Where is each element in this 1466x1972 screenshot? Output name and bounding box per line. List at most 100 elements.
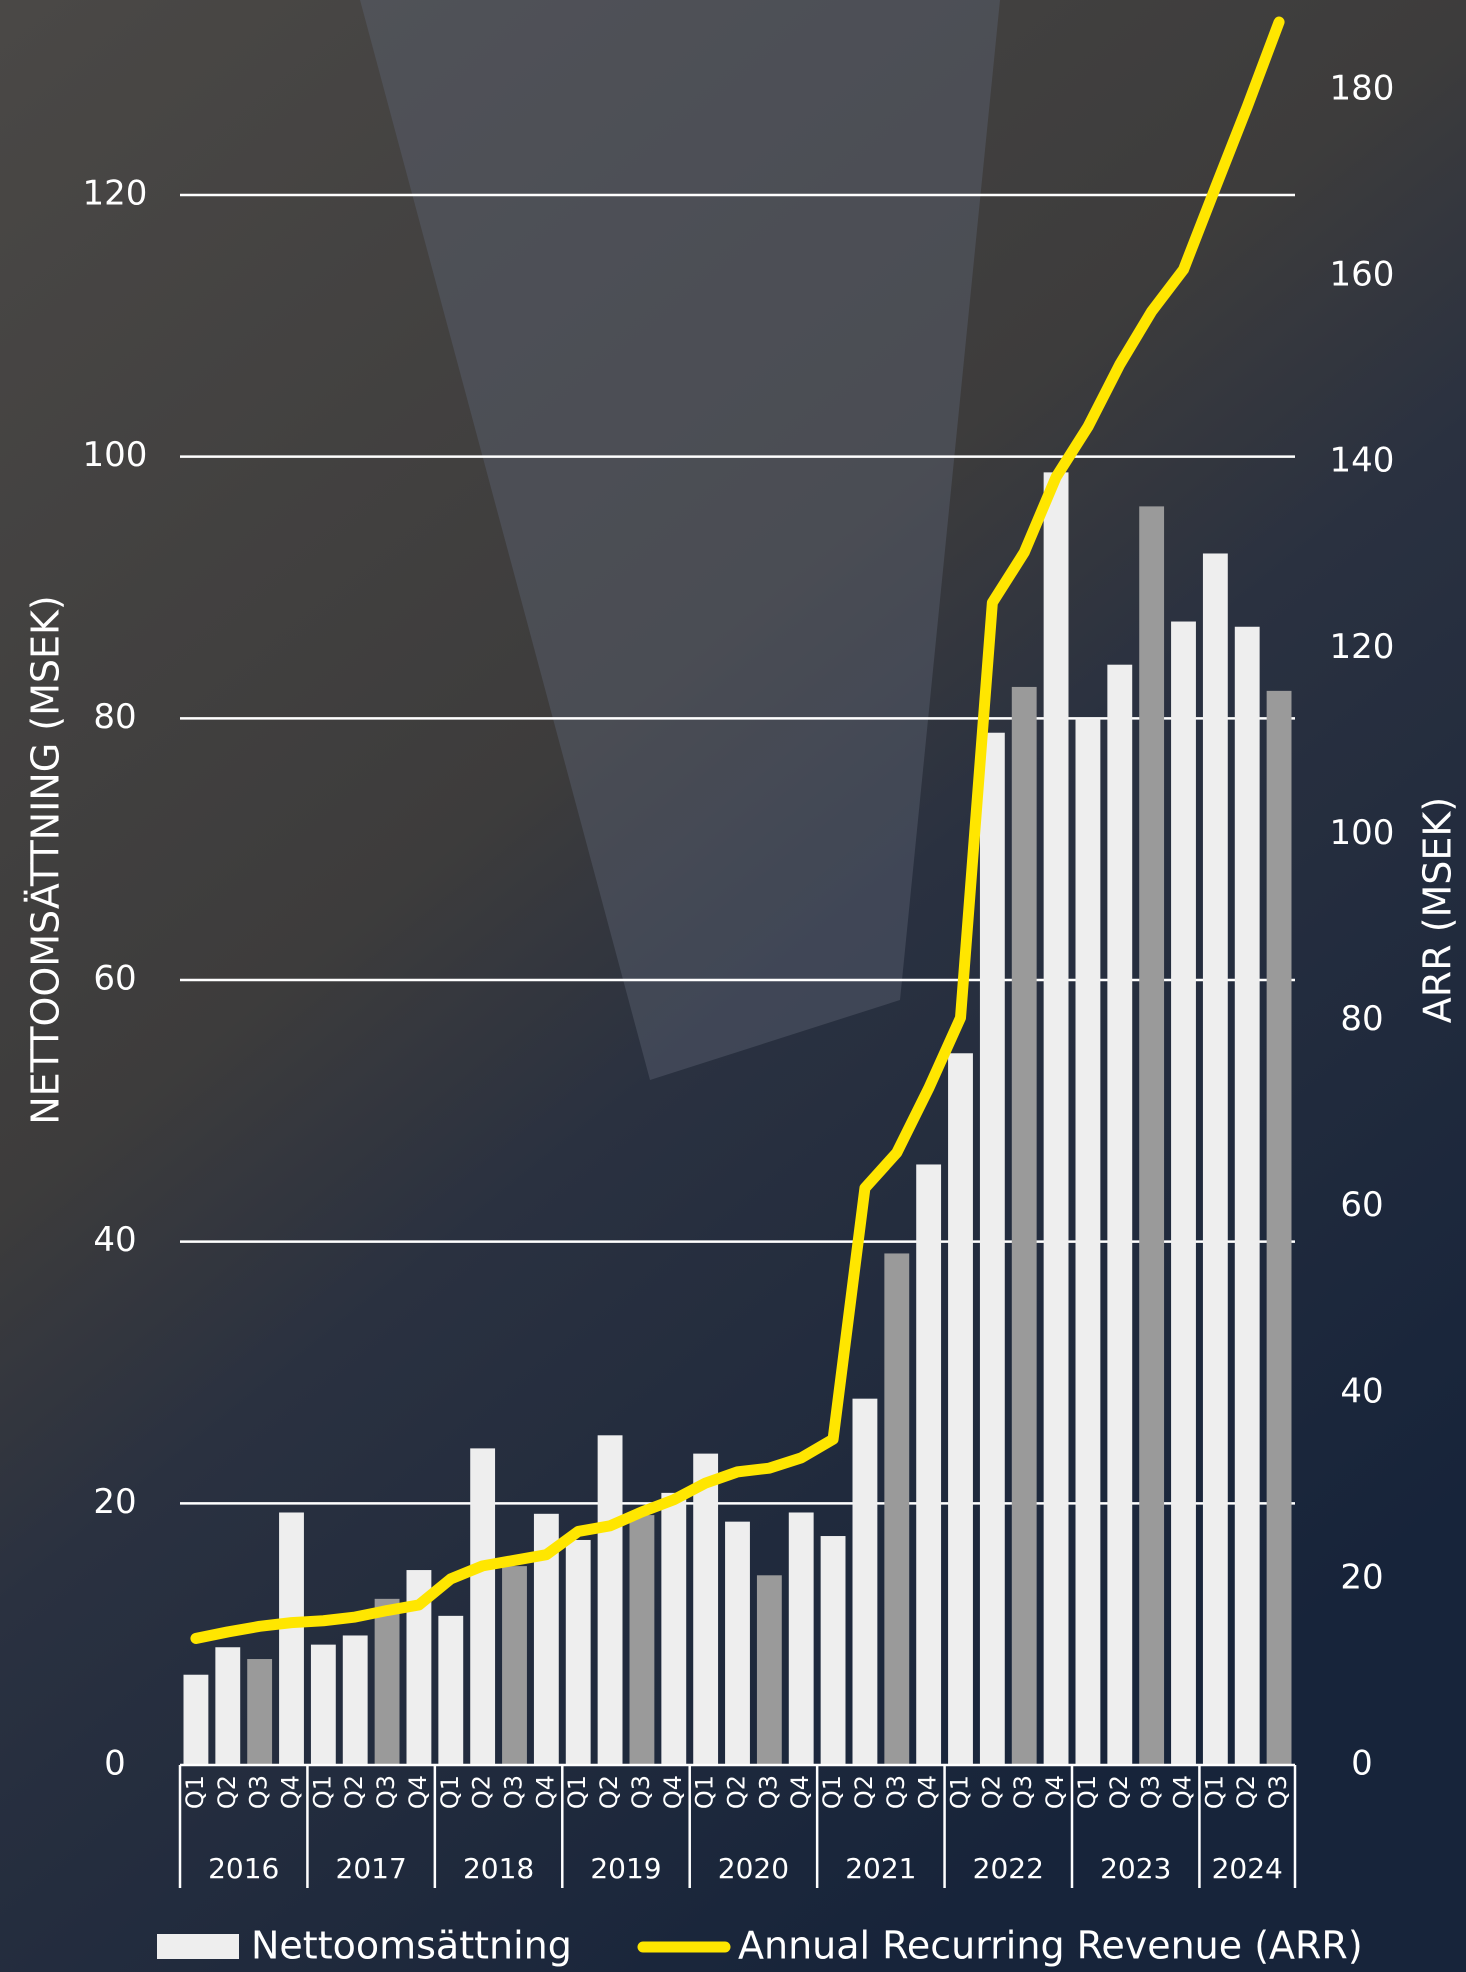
- bar: [342, 1635, 368, 1765]
- x-tick-label: Q4: [914, 1775, 942, 1809]
- y2-tick-label: 180: [1330, 69, 1395, 109]
- x-tick-label: Q1: [181, 1775, 209, 1809]
- bar: [1043, 472, 1069, 1765]
- bar: [725, 1521, 750, 1765]
- x-group-label: 2021: [845, 1852, 916, 1885]
- y2-tick-label: 0: [1351, 1744, 1373, 1784]
- x-tick-label: Q2: [1232, 1775, 1260, 1809]
- bar: [247, 1659, 273, 1765]
- x-group-label: 2022: [973, 1852, 1044, 1885]
- y-tick-label: 60: [93, 959, 136, 999]
- x-tick-label: Q1: [691, 1775, 719, 1809]
- x-group-label: 2016: [208, 1852, 279, 1885]
- bar: [916, 1164, 942, 1765]
- bar: [1107, 664, 1133, 1765]
- x-tick-label: Q2: [850, 1775, 878, 1809]
- y-tick-label: 0: [104, 1744, 126, 1784]
- bar: [1234, 626, 1260, 1765]
- bar: [279, 1512, 304, 1765]
- bar: [1202, 553, 1228, 1765]
- x-tick-label: Q3: [500, 1775, 528, 1809]
- bar: [310, 1644, 336, 1765]
- y-tick-label: 20: [93, 1482, 136, 1522]
- y-tick-label: 80: [93, 697, 136, 737]
- bar: [183, 1674, 209, 1765]
- x-tick-label: Q2: [1105, 1775, 1133, 1809]
- bar: [215, 1647, 241, 1765]
- y2-axis-label: ARR (MSEK): [1416, 797, 1460, 1023]
- x-tick-label: Q3: [372, 1775, 400, 1809]
- legend-label: Annual Recurring Revenue (ARR): [738, 1924, 1363, 1968]
- bar: [948, 1053, 973, 1765]
- x-tick-label: Q1: [563, 1775, 591, 1809]
- bar: [979, 732, 1005, 1765]
- x-tick-label: Q4: [786, 1775, 814, 1809]
- y2-tick-label: 20: [1340, 1557, 1383, 1597]
- x-tick-label: Q4: [531, 1775, 559, 1809]
- x-tick-label: Q3: [1009, 1775, 1037, 1809]
- x-tick-label: Q3: [754, 1775, 782, 1809]
- x-tick-label: Q3: [245, 1775, 273, 1809]
- bar: [693, 1453, 719, 1765]
- y-tick-label: 40: [93, 1220, 136, 1260]
- y2-tick-label: 100: [1330, 813, 1395, 853]
- x-tick-label: Q1: [308, 1775, 336, 1809]
- y2-tick-label: 120: [1330, 627, 1395, 667]
- bar: [597, 1435, 623, 1765]
- x-tick-label: Q2: [595, 1775, 623, 1809]
- legend-swatch: [157, 1934, 239, 1959]
- x-tick-label: Q3: [627, 1775, 655, 1809]
- bar: [565, 1539, 591, 1765]
- x-group-label: 2020: [718, 1852, 789, 1885]
- bar: [1171, 621, 1196, 1766]
- x-tick-label: Q2: [977, 1775, 1005, 1809]
- x-tick-label: Q1: [1073, 1775, 1101, 1809]
- x-group-label: 2024: [1212, 1852, 1283, 1885]
- bar: [661, 1492, 687, 1765]
- bar: [1011, 686, 1037, 1765]
- x-tick-label: Q2: [468, 1775, 496, 1809]
- y-axis-label: NETTOOMSÄTTNING (MSEK): [24, 595, 68, 1125]
- x-tick-label: Q1: [946, 1775, 974, 1809]
- y2-tick-label: 60: [1340, 1185, 1383, 1225]
- x-tick-label: Q4: [659, 1775, 687, 1809]
- background-shape: [360, 0, 1000, 1080]
- x-tick-label: Q1: [818, 1775, 846, 1809]
- y-tick-label: 100: [83, 435, 148, 475]
- x-tick-label: Q3: [1137, 1775, 1165, 1809]
- bar: [820, 1536, 846, 1765]
- x-tick-label: Q1: [1200, 1775, 1228, 1809]
- x-group-label: 2018: [463, 1852, 534, 1885]
- bar: [788, 1512, 814, 1765]
- x-group-label: 2023: [1100, 1852, 1171, 1885]
- bar: [1139, 506, 1165, 1766]
- x-tick-label: Q4: [277, 1775, 305, 1809]
- x-group-label: 2019: [590, 1852, 661, 1885]
- bar: [852, 1398, 878, 1765]
- y2-tick-label: 160: [1330, 255, 1395, 295]
- line: [190, 16, 1285, 1644]
- y-tick-label: 120: [83, 174, 148, 214]
- bar: [374, 1598, 400, 1765]
- x-tick-label: Q2: [723, 1775, 751, 1809]
- x-tick-label: Q1: [436, 1775, 464, 1809]
- y2-tick-label: 140: [1330, 441, 1395, 481]
- y2-tick-label: 80: [1340, 999, 1383, 1039]
- x-tick-label: Q2: [340, 1775, 368, 1809]
- bar: [756, 1575, 782, 1765]
- legend-label: Nettoomsättning: [251, 1924, 572, 1968]
- y2-tick-label: 40: [1340, 1371, 1383, 1411]
- x-group-label: 2017: [336, 1852, 407, 1885]
- bar: [1266, 690, 1292, 1765]
- x-tick-label: Q3: [882, 1775, 910, 1809]
- x-tick-label: Q4: [1169, 1775, 1197, 1809]
- bar: [884, 1253, 910, 1765]
- bar: [1075, 718, 1101, 1766]
- x-tick-label: Q4: [1041, 1775, 1069, 1809]
- x-tick-label: Q2: [213, 1775, 241, 1809]
- x-tick-label: Q3: [1264, 1775, 1292, 1809]
- bar: [438, 1615, 464, 1765]
- bar: [629, 1515, 655, 1765]
